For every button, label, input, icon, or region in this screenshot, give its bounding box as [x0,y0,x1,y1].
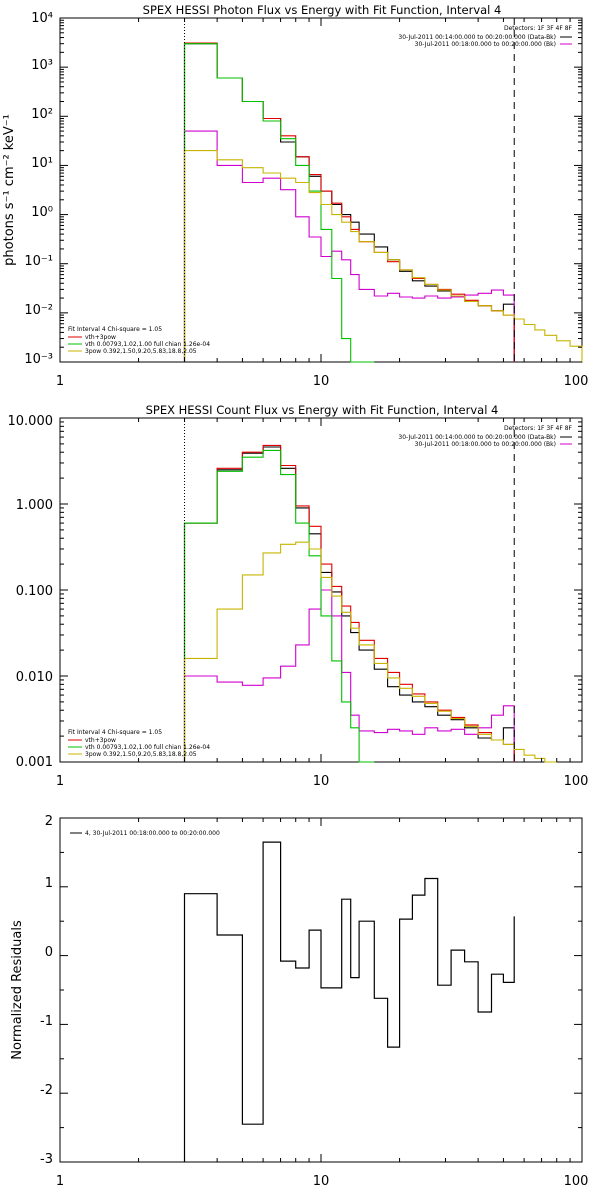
series-vth [183,43,375,363]
count-ticks [59,418,582,763]
count-detector-legend: Detectors: 1F 3F 4F 8F 30-Jul-2011 00:14… [398,425,572,448]
fit-legend-total: vth+3pow [85,334,116,341]
count-y-tick-label: 0.001 [16,755,53,770]
series-data-bk [183,446,515,762]
photon-tick-labels: 10⁻³ 10⁻² 10⁻¹ 10⁰ 10¹ 10² 10³ 10⁴ 1 10 … [24,11,588,389]
count-y-tick-label: 10.000 [8,414,54,429]
photon-fit-legend: Fit Interval 4 Chi-square = 1.05 vth+3po… [68,326,210,355]
series-vth-3pow [183,444,515,762]
count-series-group [183,444,557,763]
count-x-tick-label: 10 [313,774,330,789]
count-y-tick-label: 1.000 [16,498,53,513]
detectors-header: Detectors: 1F 3F 4F 8F [504,425,573,432]
residuals-y-tick-label: 1 [45,876,53,891]
photon-series-group [183,42,583,363]
series-vth [183,449,375,763]
photon-panel-title: SPEX HESSI Photon Flux vs Energy with Fi… [143,3,502,17]
residuals-y-tick-label: 0 [45,945,53,960]
residuals-series-group [183,841,515,1162]
photon-x-tick-label: 100 [564,374,589,389]
fit-legend-vth: vth 0.00793,1.02,1.00 full chian 1.26e-0… [85,744,210,751]
count-vlines [184,418,515,762]
legend-entry-bk: 30-Jul-2011 00:18:00.000 to 00:20:00.000… [415,41,556,48]
count-fit-legend: Fit Interval 4 Chi-square = 1.05 vth+3po… [68,729,210,758]
legend-entry-data: 30-Jul-2011 00:14:00.000 to 00:20:00.000… [398,34,556,41]
fit-header: Fit Interval 4 Chi-square = 1.05 [68,326,162,333]
photon-y-tick-label: 10⁻² [24,303,53,318]
residuals-y-axis-label: Normalized Residuals [10,920,25,1060]
photon-y-tick-label: 10² [31,107,53,122]
series-bk [183,589,515,762]
count-flux-panel: SPEX HESSI Count Flux vs Energy with Fit… [8,403,589,789]
residuals-legend: 4, 30-Jul-2011 00:18:00.000 to 00:20:00.… [70,830,220,837]
residuals-x-tick-label: 1 [56,1174,64,1189]
series-bk [183,130,515,362]
residuals-panel: Normalized Residuals -3 -2 -1 0 1 2 1 10… [10,814,588,1189]
series-vth-3pow [183,42,515,362]
count-x-tick-label: 100 [564,774,589,789]
count-tick-labels: 0.001 0.010 0.100 1.000 10.000 1 10 100 [8,414,589,789]
residuals-legend-text: 4, 30-Jul-2011 00:18:00.000 to 00:20:00.… [85,830,220,837]
photon-y-tick-label: 10⁴ [31,11,53,26]
photon-y-tick-label: 10³ [31,58,53,73]
photon-vlines [184,18,515,362]
residuals-y-tick-label: 2 [45,814,53,829]
photon-x-tick-label: 10 [313,374,330,389]
residuals-y-tick-label: -2 [40,1083,53,1098]
fit-legend-vth: vth 0.00793,1.02,1.00 full chian 1.26e-0… [85,341,210,348]
series-3pow [183,150,583,362]
photon-y-tick-label: 10⁻¹ [24,254,53,269]
residuals-tick-labels: -3 -2 -1 0 1 2 1 10 100 [40,814,588,1189]
residuals-x-tick-label: 10 [313,1174,330,1189]
series-data-bk [183,43,515,362]
count-x-tick-label: 1 [56,774,64,789]
fit-legend-3pow: 3pow 0.392,1.50,9.20,5.83,18.8,2.05 [85,348,197,355]
photon-x-tick-label: 1 [56,374,64,389]
residuals-y-tick-label: -3 [40,1152,53,1167]
photon-y-tick-label: 10⁻³ [24,352,53,367]
fit-legend-total: vth+3pow [85,737,116,744]
count-y-tick-label: 0.100 [16,584,53,599]
photon-ticks [59,18,582,363]
residuals-plot-frame [59,817,583,1163]
residuals-ticks [59,817,582,1163]
detectors-header: Detectors: 1F 3F 4F 8F [504,25,573,32]
fit-header: Fit Interval 4 Chi-square = 1.05 [68,729,162,736]
series-3pow [183,541,557,763]
count-y-tick-label: 0.010 [16,670,53,685]
photon-y-axis-label: photons s⁻¹ cm⁻² keV⁻¹ [2,114,17,266]
photon-detector-legend: Detectors: 1F 3F 4F 8F 30-Jul-2011 00:14… [398,25,572,48]
fit-legend-3pow: 3pow 0.392,1.50,9.20,5.83,18.8,2.05 [85,751,197,758]
photon-y-tick-label: 10⁰ [31,205,53,220]
series-residuals [183,841,515,1162]
residuals-y-tick-label: -1 [40,1014,53,1029]
legend-entry-data: 30-Jul-2011 00:14:00.000 to 00:20:00.000… [398,434,556,441]
photon-y-tick-label: 10¹ [31,156,53,171]
legend-entry-bk: 30-Jul-2011 00:18:00.000 to 00:20:00.000… [415,441,556,448]
count-panel-title: SPEX HESSI Count Flux vs Energy with Fit… [146,403,499,417]
photon-flux-panel: SPEX HESSI Photon Flux vs Energy with Fi… [2,3,588,389]
residuals-x-tick-label: 100 [564,1174,589,1189]
